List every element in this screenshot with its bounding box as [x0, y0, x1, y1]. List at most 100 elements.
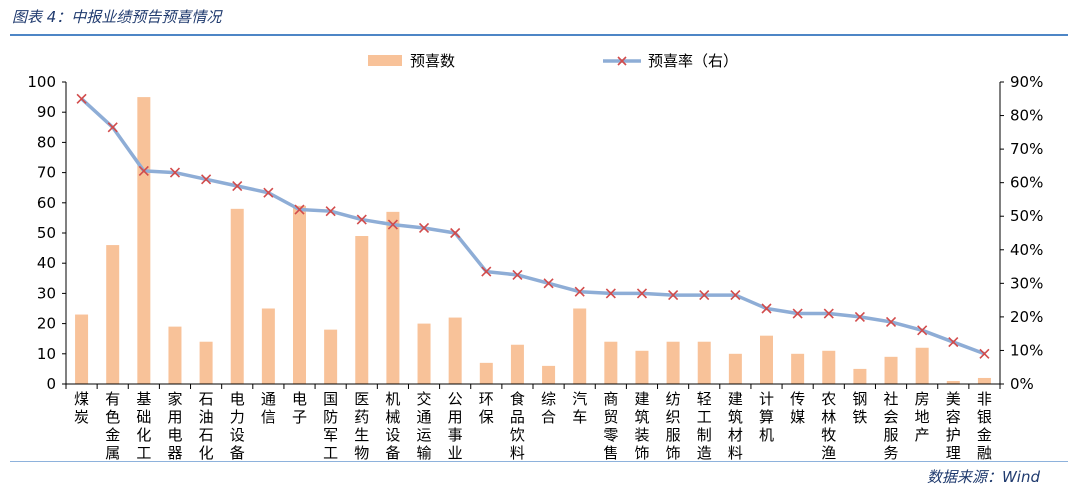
x-tick-label: 传媒: [790, 390, 805, 426]
y-left-tick-label: 80: [37, 133, 56, 151]
y-right-tick-label: 40%: [1010, 241, 1043, 259]
bar: [417, 323, 431, 384]
source-note: 数据来源：Wind: [926, 468, 1040, 486]
bar: [946, 380, 960, 384]
x-tick-label: 钢铁: [852, 390, 867, 426]
x-tick-label: 电子: [292, 390, 307, 426]
bar: [261, 308, 275, 384]
bar: [386, 211, 400, 384]
rate-marker: [948, 336, 959, 348]
x-tick-label: 食品饮料: [510, 390, 525, 460]
y-left-tick-label: 10: [37, 345, 56, 363]
x-tick-label: 煤炭: [74, 390, 89, 426]
y-left-tick-label: 20: [37, 315, 56, 333]
legend-swatch-marker: [617, 56, 627, 66]
bar: [230, 208, 244, 384]
x-tick-label: 建筑材料: [728, 390, 743, 460]
x-tick-label: 基础化工: [136, 390, 151, 460]
rate-marker: [854, 311, 865, 322]
bar: [106, 245, 120, 384]
legend-swatch-bar: [368, 55, 402, 66]
bar: [915, 347, 929, 384]
x-tick-label: 综合: [541, 390, 556, 426]
y-right-tick-label: 50%: [1010, 207, 1043, 225]
bar: [137, 97, 151, 384]
bar: [293, 205, 306, 384]
rate-marker: [356, 214, 367, 225]
rate-marker: [792, 308, 803, 319]
x-tick-label: 交通运输: [417, 390, 432, 460]
x-tick-label: 商贸零售: [603, 390, 618, 460]
x-tick-label: 建筑装饰: [634, 390, 649, 460]
rate-marker: [138, 165, 149, 176]
y-left-tick-label: 50: [37, 224, 56, 242]
x-tick-label: 电力设备: [230, 390, 245, 460]
x-tick-label: 美容护理: [946, 390, 961, 460]
bottom-rule: [10, 461, 1068, 462]
y-right-tick-label: 70%: [1010, 140, 1043, 158]
x-tick-label: 有色金属: [105, 390, 120, 460]
x-tick-label: 公用事业: [448, 390, 463, 460]
rate-marker: [418, 222, 430, 234]
bar: [573, 308, 587, 384]
y-left-tick-label: 40: [37, 254, 56, 272]
rate-marker: [512, 269, 523, 281]
x-tick-label: 石油石化: [199, 390, 214, 460]
bar: [697, 341, 711, 384]
x-tick-label: 纺织服饰: [666, 390, 681, 460]
rate-marker: [481, 266, 492, 277]
y-left-tick-label: 30: [37, 284, 56, 302]
bar: [168, 326, 182, 384]
rate-marker: [325, 206, 336, 217]
y-right-tick-label: 60%: [1010, 174, 1043, 192]
rate-marker: [885, 316, 897, 327]
y-left-tick-label: 60: [37, 194, 56, 212]
x-tick-label: 非银金融: [977, 390, 992, 460]
x-tick-label: 环保: [479, 390, 494, 426]
rate-marker: [201, 174, 212, 185]
x-tick-label: 社会服务: [884, 390, 899, 460]
bar: [355, 236, 369, 384]
rate-marker: [76, 93, 87, 104]
rate-marker: [294, 204, 305, 215]
bar: [604, 341, 618, 384]
bar: [791, 353, 805, 384]
x-tick-label: 农林牧渔: [821, 390, 836, 460]
rate-marker: [232, 180, 243, 192]
x-tick-label: 汽车: [572, 390, 587, 426]
rate-marker: [761, 303, 772, 314]
bar: [728, 353, 742, 384]
rate-marker: [668, 290, 679, 301]
y-right-tick-label: 20%: [1010, 308, 1043, 326]
bar: [884, 356, 898, 384]
y-left-tick-label: 90: [37, 103, 56, 121]
y-right-tick-label: 30%: [1010, 274, 1043, 292]
rate-marker: [387, 219, 398, 230]
chart: 0 10 20 30 40 50 60 70 80 90 100 0% 10% 20% 30% 40% 50% 6…: [27, 52, 1043, 460]
rate-line: [80, 97, 986, 356]
rate-marker: [823, 308, 834, 319]
figure-title: 图表 4：中报业绩预告预喜情况: [12, 8, 222, 26]
bar: [635, 350, 649, 384]
rate-marker: [979, 348, 990, 359]
y-left-tick-label: 100: [27, 73, 56, 91]
bar: [853, 368, 867, 384]
y-right-tick-label: 90%: [1010, 73, 1043, 91]
x-tick-label: 轻工制造: [697, 390, 712, 460]
bar: [666, 341, 680, 384]
bar: [448, 317, 462, 384]
rate-marker: [543, 278, 554, 289]
y-left-tick-label: 0: [46, 375, 56, 393]
y-right-tick-label: 80%: [1010, 107, 1043, 125]
rate-marker: [107, 122, 118, 133]
bar: [542, 365, 556, 384]
bar: [75, 314, 89, 384]
legend-label-bar: 预喜数: [410, 52, 455, 70]
x-tick-label: 国防军工: [323, 390, 338, 460]
rate-marker: [605, 288, 616, 299]
rate-marker: [917, 325, 928, 336]
x-tick-label: 医药生物: [354, 390, 369, 460]
rate-marker: [263, 187, 274, 198]
x-tick-label: 通信: [261, 390, 276, 426]
bar: [324, 329, 338, 384]
